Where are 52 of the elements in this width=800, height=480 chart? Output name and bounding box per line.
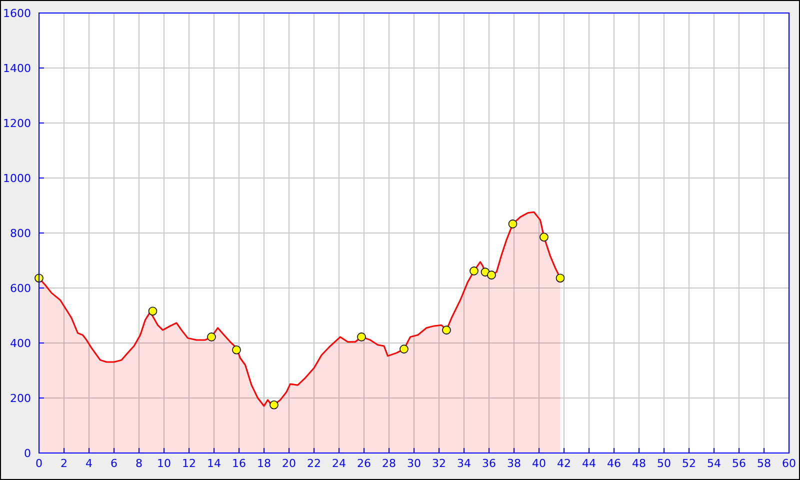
x-tick-label: 34 bbox=[457, 457, 471, 470]
y-tick-label: 1200 bbox=[3, 117, 31, 130]
point bbox=[232, 345, 241, 354]
y-tick-label: 1600 bbox=[3, 7, 31, 20]
x-tick-label: 52 bbox=[682, 457, 696, 470]
x-tick-label: 44 bbox=[582, 457, 596, 470]
x-tick-label: 46 bbox=[607, 457, 621, 470]
x-tick-label: 0 bbox=[36, 457, 42, 470]
point bbox=[207, 332, 216, 342]
y-tick-label: 200 bbox=[10, 392, 31, 405]
y-tick-label: 0 bbox=[24, 447, 31, 460]
x-tick-label: 18 bbox=[257, 457, 271, 470]
x-tick-label: 10 bbox=[157, 457, 171, 470]
x-tick-label: 48 bbox=[632, 457, 646, 470]
x-tick-label: 26 bbox=[357, 457, 371, 470]
point bbox=[270, 400, 278, 410]
x-tick-label: 42 bbox=[557, 457, 571, 470]
x-tick-label: 22 bbox=[307, 457, 321, 470]
x-tick-label: 32 bbox=[432, 457, 446, 470]
point bbox=[470, 266, 478, 276]
y-tick-label: 400 bbox=[10, 337, 31, 350]
y-tick-label: 1000 bbox=[3, 172, 31, 185]
x-tick-label: 4 bbox=[86, 457, 92, 470]
x-tick-label: 30 bbox=[407, 457, 421, 470]
x-tick-label: 40 bbox=[532, 457, 546, 470]
x-tick-label: 8 bbox=[136, 457, 142, 470]
point bbox=[148, 306, 158, 316]
y-tick-label: 1400 bbox=[3, 62, 31, 75]
point bbox=[508, 220, 518, 228]
y-tick-label: 800 bbox=[10, 227, 31, 240]
point bbox=[540, 232, 548, 242]
x-tick-label: 20 bbox=[282, 457, 296, 470]
x-tick-label: 24 bbox=[332, 457, 346, 470]
x-tick-label: 6 bbox=[110, 457, 118, 470]
point bbox=[556, 274, 565, 282]
point bbox=[487, 270, 496, 280]
point bbox=[442, 326, 451, 334]
x-tick-label: 38 bbox=[507, 457, 521, 470]
x-tick-label: 28 bbox=[382, 457, 396, 470]
x-tick-label: 58 bbox=[757, 457, 771, 470]
x-tick-label: 54 bbox=[707, 457, 721, 470]
x-tick-label: 36 bbox=[482, 457, 496, 470]
x-tick-label: 60 bbox=[782, 457, 796, 470]
x-tick-label: 16 bbox=[232, 457, 246, 470]
point bbox=[400, 344, 408, 354]
x-tick-label: 12 bbox=[182, 457, 196, 470]
x-tick-label: 2 bbox=[60, 457, 68, 470]
x-tick-label: 56 bbox=[732, 457, 746, 470]
x-tick-label: 50 bbox=[657, 457, 671, 470]
y-tick-label: 600 bbox=[10, 282, 31, 295]
point bbox=[357, 332, 366, 342]
x-tick-label: 14 bbox=[207, 457, 221, 470]
